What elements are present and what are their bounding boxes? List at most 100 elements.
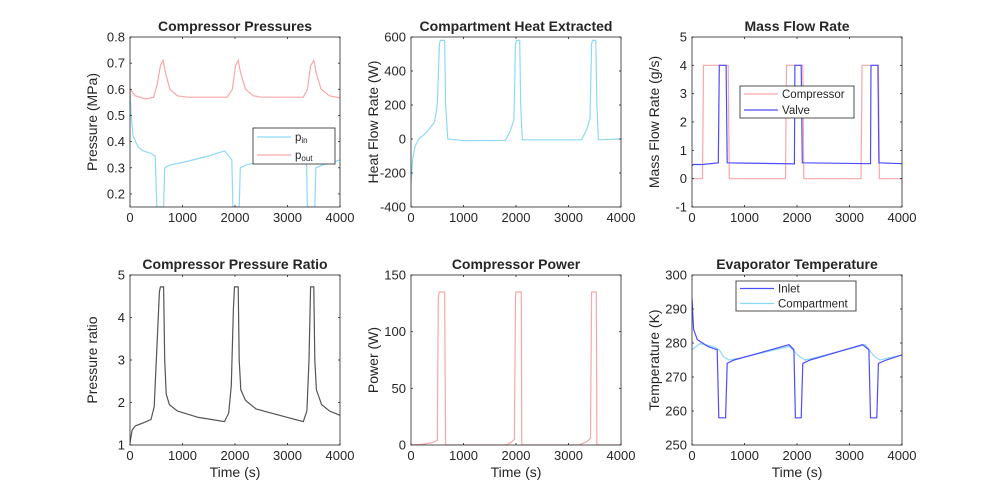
- x-tick-label: 4000: [607, 448, 636, 463]
- y-axis-label: Pressure ratio: [84, 316, 100, 403]
- y-axis-label: Mass Flow Rate (g/s): [646, 56, 662, 188]
- x-tick-label: 2000: [502, 448, 531, 463]
- legend: Compressor Valve: [739, 85, 855, 119]
- y-tick-label: 1: [118, 438, 125, 453]
- plot-area: [411, 37, 621, 207]
- y-tick-label: 280: [665, 336, 687, 351]
- x-tick-label: 0: [407, 448, 414, 463]
- x-tick-label: 3000: [835, 210, 864, 225]
- x-tick-label: 3000: [554, 210, 583, 225]
- x-tick-label: 3000: [273, 448, 302, 463]
- y-tick-label: 0.4: [107, 134, 125, 149]
- subplot-4: 0 1000 2000 3000 4000 1 2 3 4 5 Compressor Pressur…: [84, 256, 354, 480]
- y-tick-label: 0.5: [107, 108, 125, 123]
- y-tick-label: 0: [399, 438, 406, 453]
- legend-label: pout: [295, 150, 313, 163]
- y-tick-label: 0.6: [107, 82, 125, 97]
- legend-label: Inlet: [778, 284, 801, 296]
- x-tick-label: 0: [126, 448, 133, 463]
- y-tick-label: 3: [118, 353, 125, 368]
- y-tick-label: 0.8: [107, 30, 125, 45]
- subplot-1: 0 1000 2000 3000 4000 0.2 0.3 0.4 0.5 0.6 0.7 0.8 Co…: [84, 18, 354, 225]
- y-tick-label: 100: [384, 324, 406, 339]
- series-line-ratio: [130, 286, 340, 443]
- x-tick-label: 3000: [273, 210, 302, 225]
- chart-title: Compressor Power: [452, 256, 581, 272]
- legend: Inlet Compartment: [735, 280, 857, 312]
- x-tick-label: 0: [688, 210, 695, 225]
- y-tick-label: 4: [680, 58, 687, 73]
- x-tick-label: 1000: [730, 210, 759, 225]
- series-line-inlet: [692, 298, 902, 419]
- series-line-valve: [692, 64, 902, 167]
- y-axis-label: Temperature (K): [646, 309, 662, 410]
- chart-title: Compressor Pressures: [158, 18, 312, 34]
- x-tick-label: 4000: [888, 210, 917, 225]
- series-line-power: [411, 291, 621, 445]
- x-tick-label: 0: [688, 448, 695, 463]
- x-axis-label: Time (s): [210, 464, 261, 480]
- x-tick-label: 1000: [449, 210, 478, 225]
- x-tick-label: 4000: [326, 210, 355, 225]
- legend-label: Compressor: [782, 89, 845, 101]
- y-tick-label: 2: [118, 395, 125, 410]
- y-tick-label: 4: [118, 310, 125, 325]
- legend-label: Valve: [782, 105, 810, 117]
- plot-area: [130, 37, 340, 207]
- chart-title: Mass Flow Rate: [744, 18, 849, 34]
- y-tick-label: -400: [380, 200, 406, 215]
- y-tick-label: 5: [680, 30, 687, 45]
- subplot-6: 0 1000 2000 3000 4000 250 260 270 280 290 300 Evapo…: [646, 256, 916, 480]
- x-tick-label: 4000: [607, 210, 636, 225]
- x-tick-label: 1000: [730, 448, 759, 463]
- x-tick-label: 3000: [835, 448, 864, 463]
- y-tick-label: 600: [384, 30, 406, 45]
- y-tick-label: 1: [680, 143, 687, 158]
- chart-title: Compartment Heat Extracted: [420, 18, 613, 34]
- subplot-5: 0 1000 2000 3000 4000 0 50 100 150 Compressor Pow…: [365, 256, 635, 480]
- y-tick-label: 0: [680, 171, 687, 186]
- y-tick-label: -1: [675, 200, 687, 215]
- y-tick-label: 300: [665, 268, 687, 283]
- y-tick-label: 5: [118, 268, 125, 283]
- subplot-2: 0 1000 2000 3000 4000 -400 -200 0 200 400 600 Compa…: [365, 18, 635, 225]
- x-axis-label: Time (s): [491, 464, 542, 480]
- legend-label: pin: [295, 132, 308, 145]
- y-tick-label: 260: [665, 404, 687, 419]
- legend-box: [735, 280, 857, 312]
- y-tick-label: 0.7: [107, 56, 125, 71]
- y-tick-label: 2: [680, 115, 687, 130]
- y-tick-label: 400: [384, 64, 406, 79]
- y-tick-label: 0: [399, 132, 406, 147]
- x-tick-label: 2000: [783, 210, 812, 225]
- x-tick-label: 2000: [783, 448, 812, 463]
- series-line-p-in: [130, 89, 340, 207]
- x-tick-label: 2000: [221, 448, 250, 463]
- series-line-p-out: [130, 58, 340, 100]
- legend-box: [739, 85, 855, 119]
- x-tick-label: 1000: [168, 448, 197, 463]
- chart-title: Evaporator Temperature: [716, 256, 878, 272]
- x-tick-label: 0: [407, 210, 414, 225]
- x-tick-label: 4000: [888, 448, 917, 463]
- x-tick-label: 4000: [326, 448, 355, 463]
- y-tick-label: 250: [665, 438, 687, 453]
- x-tick-label: 1000: [168, 210, 197, 225]
- x-tick-label: 2000: [221, 210, 250, 225]
- x-tick-label: 1000: [449, 448, 478, 463]
- y-tick-label: 270: [665, 370, 687, 385]
- y-axis-label: Pressure (MPa): [84, 73, 100, 171]
- legend: pin pout: [252, 127, 336, 165]
- y-tick-label: 0.2: [107, 186, 125, 201]
- x-tick-label: 0: [126, 210, 133, 225]
- legend-label: Compartment: [778, 299, 848, 311]
- x-tick-label: 3000: [554, 448, 583, 463]
- y-tick-label: 0.3: [107, 160, 125, 175]
- y-tick-label: -200: [380, 166, 406, 181]
- series-line-heat: [411, 39, 621, 184]
- y-tick-label: 150: [384, 268, 406, 283]
- y-axis-label: Heat Flow Rate (W): [365, 61, 381, 184]
- y-axis-label: Power (W): [365, 327, 381, 393]
